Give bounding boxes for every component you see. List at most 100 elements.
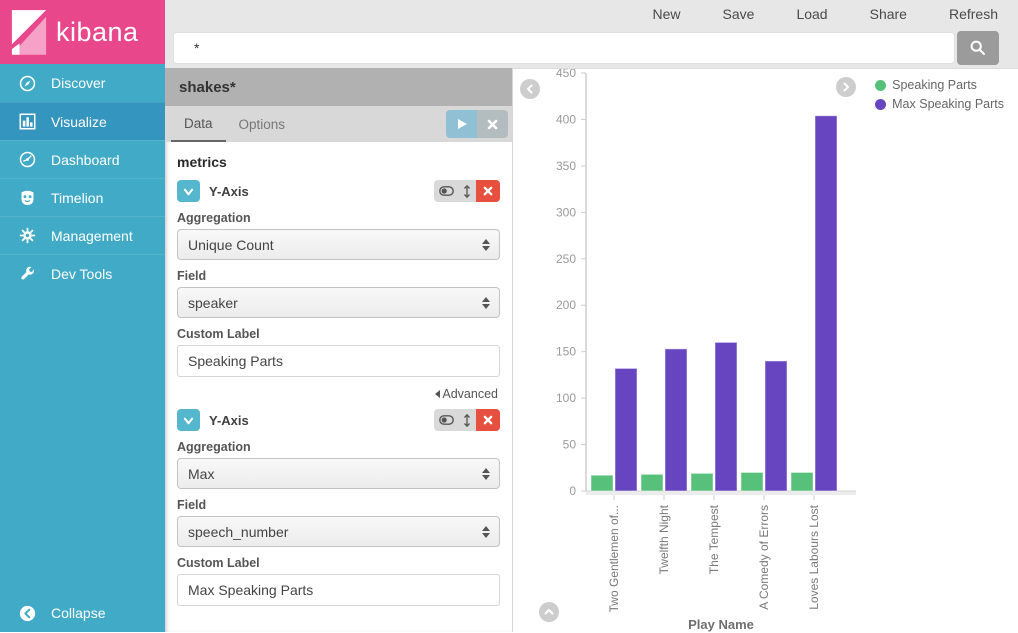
chevron-left-icon — [525, 84, 535, 94]
reorder-agg-handle[interactable] — [458, 409, 476, 431]
sidebar-item-dashboard[interactable]: Dashboard — [0, 140, 165, 178]
agg-title: Y-Axis — [209, 184, 249, 199]
sidebar-item-dev-tools[interactable]: Dev Tools — [0, 254, 165, 292]
custom-label-label: Custom Label — [177, 556, 500, 570]
sidebar-item-label: Dashboard — [51, 152, 120, 168]
kibana-logo: kibana — [0, 0, 165, 64]
compass-icon — [19, 75, 36, 92]
aggregation-value: Unique Count — [188, 237, 274, 253]
dashboard-icon — [19, 151, 36, 168]
refresh-button[interactable]: Refresh — [949, 6, 998, 22]
disable-agg-toggle[interactable] — [434, 409, 458, 431]
svg-text:400: 400 — [556, 112, 576, 126]
aggregation-value: Max — [188, 466, 214, 482]
spy-panel-toggle-button[interactable] — [539, 602, 559, 622]
select-caret-icon — [482, 468, 490, 480]
metric-section-2: Y-Axis — [177, 409, 500, 606]
legend-label: Max Speaking Parts — [892, 97, 1004, 111]
sidebar-item-management[interactable]: Management — [0, 216, 165, 254]
svg-text:Play Name: Play Name — [688, 617, 754, 632]
close-icon — [487, 119, 498, 130]
svg-text:250: 250 — [556, 252, 576, 266]
app-title: kibana — [56, 17, 139, 48]
visualization-chart-pane: 050100150200250300350400450Two Gentlemen… — [512, 68, 1018, 632]
top-nav: New Save Load Share Refresh — [653, 6, 998, 22]
remove-agg-button[interactable] — [476, 409, 500, 431]
chevron-up-icon — [544, 607, 554, 617]
field-select[interactable]: speaker — [177, 287, 500, 318]
select-caret-icon — [482, 526, 490, 538]
sidebar-item-label: Visualize — [51, 114, 107, 130]
load-button[interactable]: Load — [796, 6, 827, 22]
legend-label: Speaking Parts — [892, 78, 977, 92]
bar-chart-icon — [19, 113, 36, 130]
visualization-config-panel: shakes* Data Options metrics — [165, 68, 512, 632]
share-button[interactable]: Share — [870, 6, 907, 22]
svg-text:300: 300 — [556, 205, 576, 219]
sidebar-item-discover[interactable]: Discover — [0, 64, 165, 102]
advanced-toggle-link[interactable]: Advanced — [435, 387, 498, 401]
close-icon — [483, 186, 493, 196]
field-value: speech_number — [188, 524, 288, 540]
aggregation-select[interactable]: Max — [177, 458, 500, 489]
advanced-row: Advanced — [177, 385, 498, 403]
sidebar-item-label: Collapse — [51, 605, 105, 621]
collapse-circle-left-icon — [19, 605, 36, 622]
gear-icon — [19, 227, 36, 244]
collapse-config-button[interactable] — [520, 79, 540, 99]
config-body: metrics Y-Axis — [165, 142, 512, 606]
svg-text:Twelfth Night: Twelfth Night — [657, 504, 671, 574]
legend-item[interactable]: Max Speaking Parts — [875, 97, 1004, 111]
remove-agg-button[interactable] — [476, 180, 500, 202]
collapse-agg-button[interactable] — [177, 409, 200, 431]
legend-toggle-button[interactable] — [836, 77, 856, 97]
svg-text:Two Gentlemen of...: Two Gentlemen of... — [607, 505, 621, 612]
search-input[interactable] — [173, 32, 955, 64]
wrench-icon — [19, 265, 36, 282]
chart-legend: Speaking Parts Max Speaking Parts — [875, 78, 1004, 111]
agg-controls — [434, 180, 500, 202]
search-icon — [969, 39, 987, 57]
chevron-down-icon — [183, 186, 194, 197]
up-down-arrow-icon — [463, 185, 471, 198]
toggle-switch-icon — [439, 186, 454, 196]
tab-options[interactable]: Options — [226, 106, 299, 142]
config-tab-bar: Data Options — [165, 106, 512, 142]
discard-changes-button[interactable] — [477, 110, 508, 138]
custom-label-label: Custom Label — [177, 327, 500, 341]
collapse-agg-button[interactable] — [177, 180, 200, 202]
custom-label-input[interactable] — [177, 574, 500, 606]
search-button[interactable] — [957, 31, 999, 65]
triangle-left-icon — [435, 390, 440, 398]
svg-text:100: 100 — [556, 391, 576, 405]
tab-data[interactable]: Data — [171, 106, 226, 142]
svg-text:350: 350 — [556, 159, 576, 173]
sidebar-item-visualize[interactable]: Visualize — [0, 102, 165, 140]
up-down-arrow-icon — [463, 414, 471, 427]
aggregation-label: Aggregation — [177, 440, 500, 454]
toggle-switch-icon — [439, 415, 454, 425]
custom-label-input[interactable] — [177, 345, 500, 377]
svg-text:50: 50 — [563, 438, 577, 452]
select-caret-icon — [482, 239, 490, 251]
field-select[interactable]: speech_number — [177, 516, 500, 547]
sidebar-collapse-button[interactable]: Collapse — [0, 594, 165, 632]
save-button[interactable]: Save — [723, 6, 755, 22]
svg-text:Loves Labours Lost: Loves Labours Lost — [807, 504, 821, 609]
new-button[interactable]: New — [653, 6, 681, 22]
reorder-agg-handle[interactable] — [458, 180, 476, 202]
index-pattern-header: shakes* — [165, 68, 512, 106]
svg-text:150: 150 — [556, 345, 576, 359]
apply-changes-button[interactable] — [446, 110, 477, 138]
aggregation-select[interactable]: Unique Count — [177, 229, 500, 260]
legend-dot-icon — [875, 99, 886, 110]
bar-chart: 050100150200250300350400450Two Gentlemen… — [513, 69, 1018, 633]
close-icon — [483, 415, 493, 425]
sidebar-item-timelion[interactable]: Timelion — [0, 178, 165, 216]
svg-text:The Tempest: The Tempest — [707, 504, 721, 574]
disable-agg-toggle[interactable] — [434, 180, 458, 202]
sidebar-item-label: Dev Tools — [51, 266, 112, 282]
legend-dot-icon — [875, 80, 886, 91]
legend-item[interactable]: Speaking Parts — [875, 78, 1004, 92]
kibana-logo-icon — [10, 9, 48, 55]
